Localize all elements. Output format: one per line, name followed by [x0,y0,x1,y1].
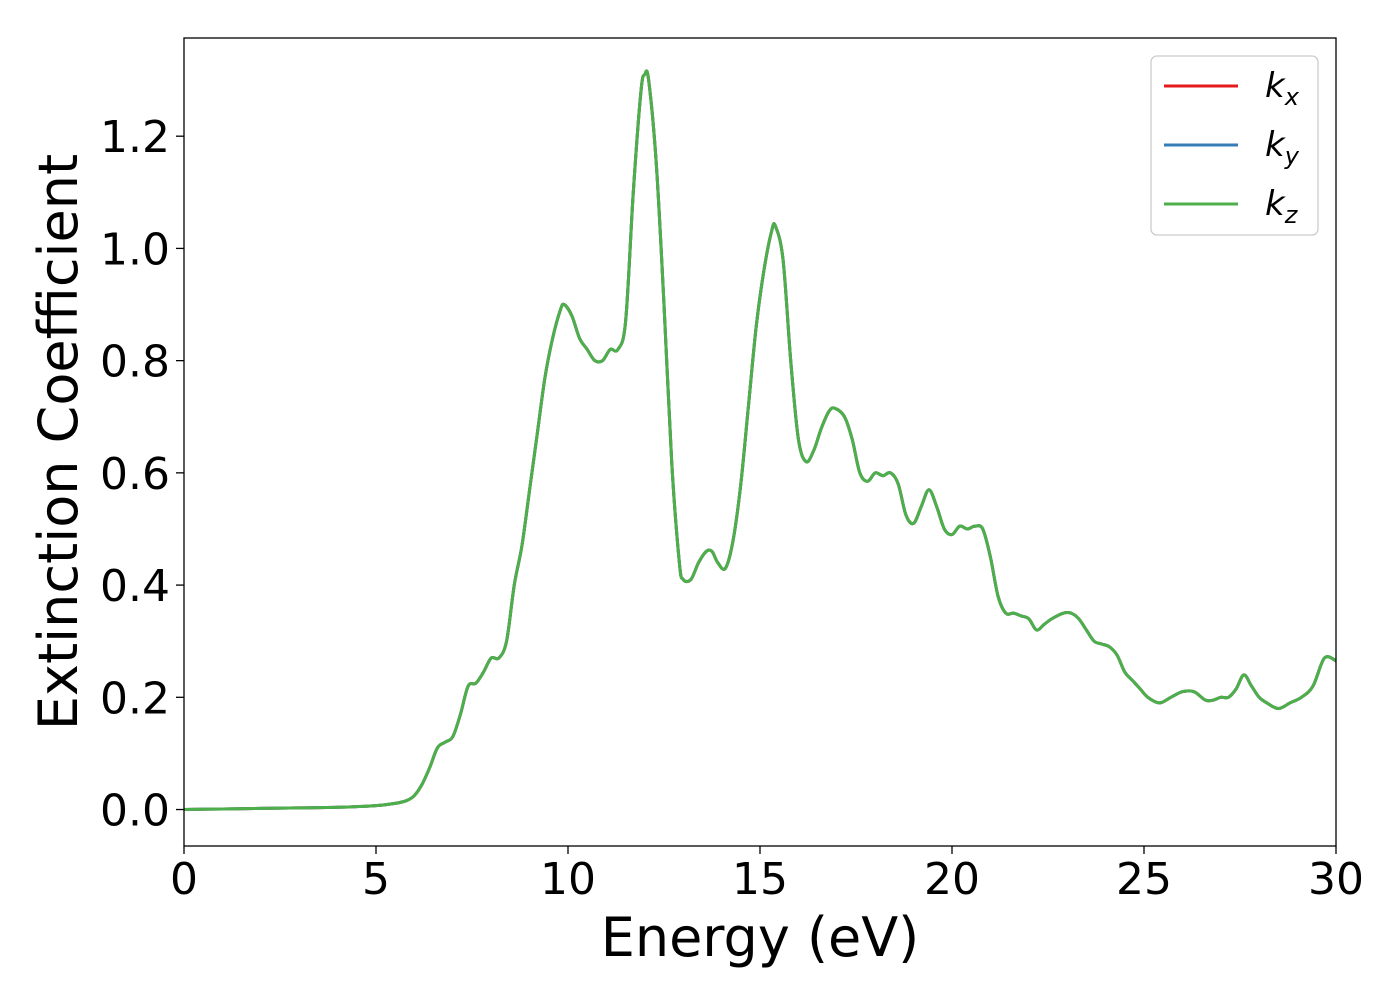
x-tick-label: 25 [1116,854,1172,905]
x-tick-label: 10 [540,854,596,905]
x-axis-label: Energy (eV) [601,906,920,969]
series-layer [184,69,1336,812]
y-axis-label: Extinction Coefficient [27,154,90,730]
y-tick-label: 0.4 [100,561,170,612]
y-axis-ticks: 0.0 0.2 0.4 0.6 0.8 1.0 1.2 [100,112,184,837]
x-axis-ticks: 0 5 10 15 20 25 30 [170,846,1364,905]
y-tick-label: 0.2 [100,673,170,724]
legend-label-kz: kz [1265,184,1299,229]
legend-label-kx: kx [1265,66,1300,111]
y-tick-label: 1.2 [100,112,170,163]
x-tick-label: 0 [170,854,198,905]
plot-frame [183,37,1337,847]
y-tick-label: 0.0 [100,786,170,837]
x-tick-label: 20 [924,854,980,905]
x-tick-label: 15 [732,854,788,905]
legend: kx ky kz [1150,55,1319,236]
y-tick-label: 0.6 [100,449,170,500]
x-tick-label: 5 [362,854,390,905]
series-line-kz [184,69,1336,812]
x-tick-label: 30 [1308,854,1364,905]
y-tick-label: 0.8 [100,337,170,388]
legend-label-ky: ky [1265,125,1300,170]
y-tick-label: 1.0 [100,224,170,275]
